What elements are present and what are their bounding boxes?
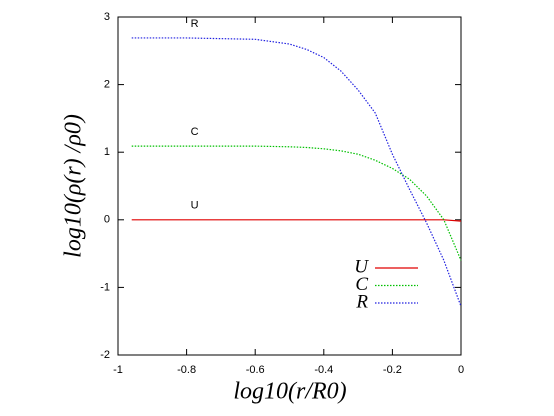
x-tick-label: -0.4 (314, 364, 333, 376)
x-tick-label: -1 (113, 364, 123, 376)
legend-label: U (354, 256, 369, 277)
series-line (131, 145, 462, 261)
series-annotation: C (191, 126, 199, 138)
series-annotation: R (191, 18, 199, 30)
series-line (131, 37, 462, 307)
series-line (131, 219, 462, 222)
series-annotation: U (191, 200, 199, 212)
x-tick-label: 0 (458, 364, 464, 376)
plot-frame (117, 16, 462, 356)
y-tick-label: 3 (104, 11, 110, 23)
legend-label: C (355, 274, 368, 295)
x-tick-label: -0.8 (177, 364, 196, 376)
legend-label: R (355, 291, 368, 312)
y-tick-label: 1 (104, 146, 110, 158)
y-tick-label: 0 (104, 214, 110, 226)
y-tick-label: 2 (104, 79, 110, 91)
x-axis-label: log10(r/R0) (233, 379, 346, 405)
y-axis-label: log10(ρ(r) /ρ0) (61, 114, 87, 258)
x-tick-label: -0.6 (246, 364, 265, 376)
y-tick-label: -1 (100, 281, 110, 293)
y-tick-label: -2 (100, 349, 110, 361)
x-tick-label: -0.2 (383, 364, 402, 376)
